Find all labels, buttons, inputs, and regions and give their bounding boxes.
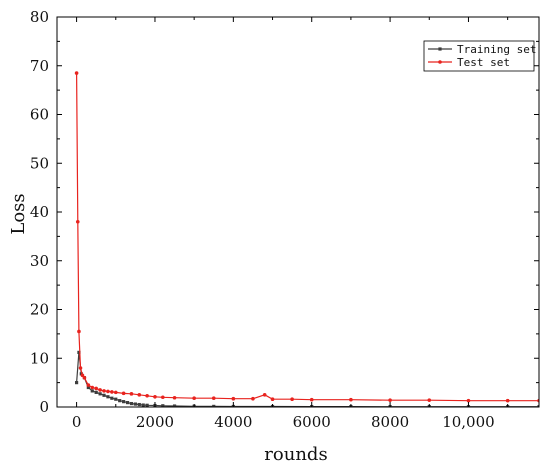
- data-point-test-set: [90, 385, 95, 390]
- data-point-test-set: [75, 219, 80, 224]
- data-point-training-set: [172, 404, 177, 407]
- legend-marker-test-set: [438, 60, 442, 64]
- data-point-training-set: [133, 402, 137, 406]
- data-point-training-set: [537, 405, 539, 407]
- data-point-training-set: [141, 403, 145, 407]
- data-point-test-set: [102, 389, 106, 393]
- data-point-training-set: [137, 402, 141, 407]
- x-tick-label: 2000: [136, 413, 174, 431]
- data-point-test-set: [145, 393, 149, 398]
- y-tick-label: 20: [30, 301, 49, 319]
- data-point-training-set: [114, 397, 118, 401]
- data-point-test-set: [80, 373, 85, 378]
- data-point-test-set: [106, 389, 110, 394]
- data-point-test-set: [192, 396, 196, 401]
- y-tick-label: 30: [30, 252, 49, 270]
- y-axis-title: Loss: [8, 193, 29, 234]
- data-point-test-set: [427, 398, 432, 402]
- data-point-test-set: [211, 396, 216, 401]
- data-point-test-set: [82, 375, 87, 380]
- data-point-test-set: [94, 386, 98, 391]
- data-point-training-set: [94, 390, 98, 394]
- data-point-training-set: [102, 393, 106, 397]
- x-tick-label: 6000: [293, 413, 331, 431]
- data-point-training-set: [77, 350, 81, 354]
- data-point-test-set: [466, 398, 471, 403]
- x-tick-label: 0: [72, 413, 82, 431]
- data-point-test-set: [113, 390, 118, 395]
- data-point-training-set: [212, 404, 216, 407]
- data-point-training-set: [118, 399, 122, 403]
- data-point-test-set: [129, 392, 134, 396]
- data-point-test-set: [349, 397, 353, 402]
- y-tick-label: 70: [30, 57, 49, 75]
- y-tick-label: 80: [30, 8, 49, 26]
- data-point-training-set: [125, 401, 130, 405]
- data-point-test-set: [86, 383, 91, 387]
- data-point-test-set: [172, 395, 177, 400]
- x-tick-label: 4000: [214, 413, 252, 431]
- legend-label-test-set: Test set: [457, 56, 510, 69]
- data-point-test-set: [505, 398, 510, 403]
- data-point-test-set: [309, 397, 314, 402]
- data-point-training-set: [106, 395, 110, 399]
- legend-label-training-set: Training set: [457, 43, 536, 56]
- x-tick-label: 10,000: [442, 413, 495, 431]
- data-point-test-set: [98, 388, 102, 392]
- data-point-test-set: [77, 329, 81, 334]
- data-point-test-set: [231, 396, 236, 401]
- data-point-training-set: [90, 389, 94, 393]
- data-point-test-set: [290, 397, 294, 402]
- axis-layer: 0 2000 4000 6000 8000 10,000 0 10 20 30 40 50 60 70 80: [30, 8, 540, 431]
- data-point-training-set: [129, 401, 134, 406]
- data-point-training-set: [74, 381, 79, 385]
- data-point-training-set: [98, 392, 102, 396]
- data-point-test-set: [110, 390, 114, 394]
- data-point-test-set: [74, 71, 79, 75]
- data-point-test-set: [137, 393, 142, 397]
- data-point-test-set: [270, 397, 275, 402]
- y-tick-label: 60: [30, 106, 49, 124]
- data-point-test-set: [78, 366, 83, 370]
- y-tick-label: 50: [30, 154, 49, 172]
- data-point-training-set: [161, 404, 165, 407]
- data-point-test-set: [153, 394, 157, 399]
- legend-marker-training-set: [438, 47, 442, 51]
- y-tick-label: 40: [30, 203, 49, 221]
- data-point-test-set: [388, 398, 392, 402]
- data-point-test-set: [262, 393, 267, 397]
- data-point-training-set: [110, 396, 114, 400]
- data-point-test-set: [251, 396, 255, 401]
- data-point-training-set: [122, 400, 126, 404]
- data-point-training-set: [79, 372, 83, 376]
- data-point-test-set: [161, 395, 165, 400]
- x-axis-title: rounds: [264, 444, 327, 465]
- data-point-training-set: [86, 385, 90, 390]
- y-tick-label: 0: [39, 398, 49, 416]
- data-point-test-set: [121, 391, 126, 396]
- data-point-training-set: [145, 403, 149, 407]
- x-tick-label: 8000: [371, 413, 409, 431]
- legend-box: [423, 40, 535, 72]
- y-tick-label: 10: [30, 349, 49, 367]
